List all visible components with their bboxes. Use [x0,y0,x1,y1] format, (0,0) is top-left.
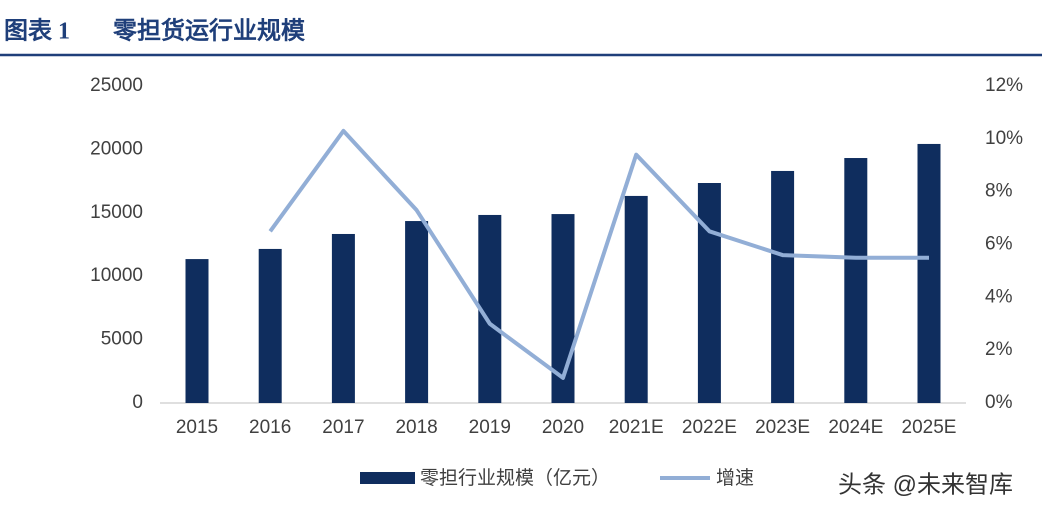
y-tick-label: 10000 [90,265,143,286]
y-tick-label: 5000 [101,329,143,350]
x-tick-label: 2025E [902,417,957,438]
y2-tick-label: 8% [985,181,1013,202]
x-tick-label: 2016 [249,417,291,438]
y2-tick-label: 0% [985,392,1013,413]
y2-tick-label: 4% [985,286,1013,307]
bar [917,143,941,403]
legend-label: 增速 [716,467,754,489]
watermark: 头条 @未来智库 [838,471,1013,498]
x-tick-label: 2019 [469,417,511,438]
bar [771,170,795,403]
y2-tick-label: 12% [985,75,1023,96]
bar [624,195,648,403]
legend-swatch [360,472,415,484]
chart-title: 零担货运行业规模 [112,17,306,45]
y2-tick-label: 2% [985,339,1013,360]
x-tick-label: 2022E [682,417,737,438]
x-tick-label: 2023E [755,417,810,438]
bar [258,248,282,403]
legend-label: 零担行业规模（亿元） [420,467,610,489]
bar [697,183,721,403]
x-tick-label: 2024E [828,417,883,438]
y-tick-label: 25000 [90,75,143,96]
x-tick-label: 2020 [542,417,584,438]
x-tick-label: 2015 [176,417,218,438]
bar [185,259,209,403]
bar [478,214,502,403]
y-tick-label: 15000 [90,202,143,223]
bar [405,221,429,403]
y-tick-label: 0 [132,392,143,413]
y2-tick-label: 10% [985,128,1023,149]
bar [844,158,868,403]
x-tick-label: 2017 [322,417,364,438]
x-tick-label: 2018 [395,417,437,438]
y2-tick-label: 6% [985,234,1013,255]
x-tick-label: 2021E [609,417,664,438]
line [268,128,929,380]
bar [331,233,355,403]
y-tick-label: 20000 [90,138,143,159]
figure-label: 图表 1 [4,18,70,45]
